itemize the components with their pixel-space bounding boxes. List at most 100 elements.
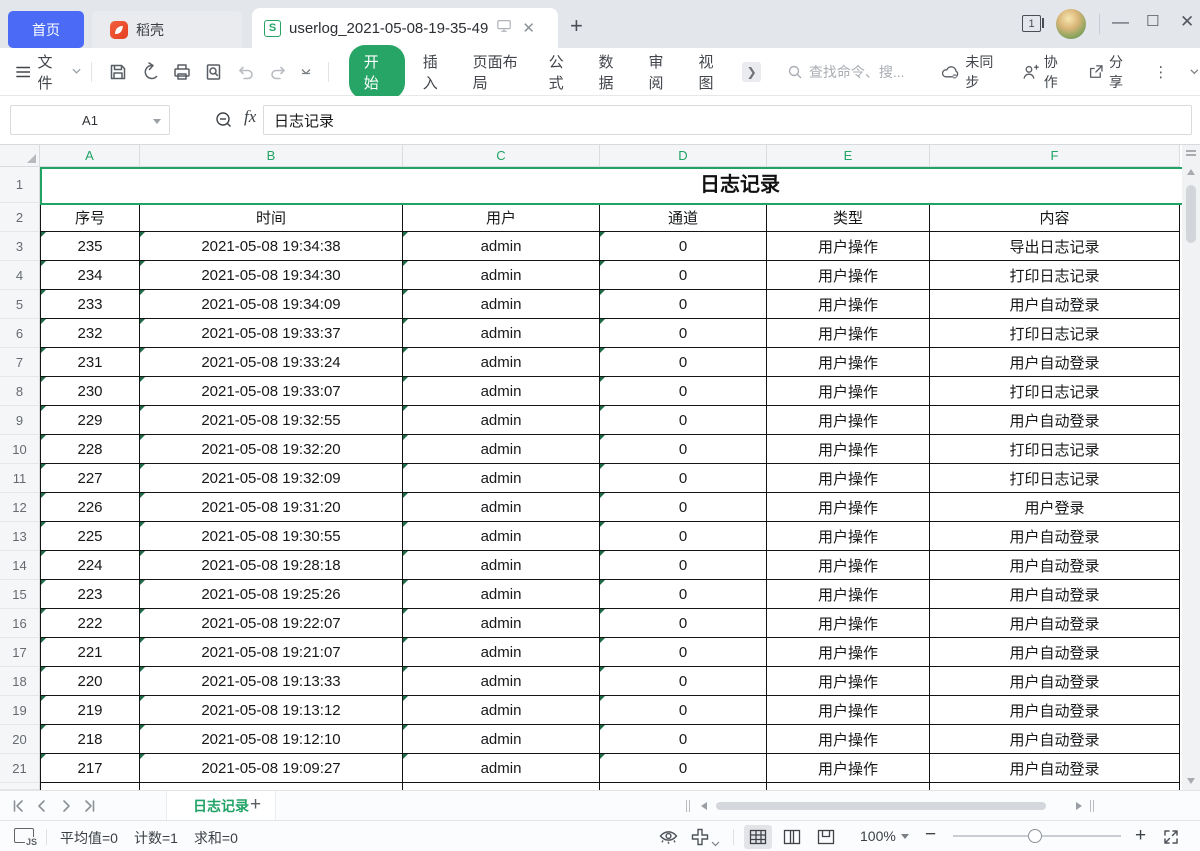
command-search[interactable]: 查找命令、搜... (787, 62, 907, 82)
new-tab-button[interactable]: + (570, 13, 583, 38)
ribbon-tab-2[interactable]: 页面布局 (472, 53, 518, 92)
table-cell[interactable]: 230 (40, 377, 140, 406)
table-cell[interactable]: 0 (600, 609, 767, 638)
table-cell[interactable]: admin (403, 435, 600, 464)
row-header-7[interactable]: 7 (0, 348, 40, 377)
ribbon-tab-5[interactable]: 审阅 (648, 53, 664, 92)
table-cell[interactable]: 用户操作 (767, 232, 930, 261)
table-cell[interactable]: 0 (600, 406, 767, 435)
document-tab[interactable]: S userlog_2021-05-08-19-35-49 ✕ (252, 8, 558, 48)
horizontal-scroll-thumb[interactable] (716, 802, 1046, 810)
table-cell[interactable]: 228 (40, 435, 140, 464)
table-cell[interactable]: 2021-05-08 19:09:27 (140, 754, 403, 783)
table-cell[interactable]: 2021-05-08 19:34:38 (140, 232, 403, 261)
table-cell[interactable]: 0 (600, 580, 767, 609)
table-cell[interactable]: 227 (40, 464, 140, 493)
table-cell[interactable]: 0 (600, 377, 767, 406)
table-cell[interactable]: admin (403, 696, 600, 725)
table-header-cell[interactable]: 时间 (140, 203, 403, 232)
table-cell[interactable]: 2021-05-08 19:33:37 (140, 319, 403, 348)
table-cell[interactable]: 用户操作 (767, 435, 930, 464)
print-button[interactable] (172, 62, 192, 82)
table-cell[interactable]: 打印日志记录 (930, 319, 1180, 348)
user-avatar[interactable] (1056, 9, 1086, 39)
table-cell[interactable]: 219 (40, 696, 140, 725)
row-header-12[interactable]: 12 (0, 493, 40, 522)
maximize-button[interactable]: ☐ (1146, 13, 1160, 30)
undo-button[interactable] (236, 62, 256, 82)
row-header-6[interactable]: 6 (0, 319, 40, 348)
home-tab[interactable]: 首页 (8, 11, 84, 48)
table-cell[interactable]: 用户自动登录 (930, 696, 1180, 725)
table-cell[interactable]: 220 (40, 667, 140, 696)
table-cell[interactable]: 用户操作 (767, 725, 930, 754)
table-cell[interactable]: 用户操作 (767, 377, 930, 406)
table-cell[interactable] (140, 783, 403, 790)
table-cell[interactable]: 0 (600, 638, 767, 667)
table-cell[interactable] (600, 783, 767, 790)
row-header-16[interactable]: 16 (0, 609, 40, 638)
table-cell[interactable]: 229 (40, 406, 140, 435)
table-cell[interactable]: 0 (600, 551, 767, 580)
table-cell[interactable]: 打印日志记录 (930, 435, 1180, 464)
table-cell[interactable]: 用户操作 (767, 551, 930, 580)
more-options-icon[interactable]: ⋮ (1153, 63, 1170, 81)
table-cell[interactable]: 2021-05-08 19:32:55 (140, 406, 403, 435)
zoom-out-formula-icon[interactable] (214, 110, 234, 135)
last-sheet-icon[interactable] (82, 798, 98, 814)
row-header-10[interactable]: 10 (0, 435, 40, 464)
add-sheet-button[interactable]: + (250, 794, 262, 815)
table-cell[interactable]: 226 (40, 493, 140, 522)
table-cell[interactable]: 用户操作 (767, 580, 930, 609)
table-header-cell[interactable]: 类型 (767, 203, 930, 232)
table-cell[interactable]: 用户自动登录 (930, 290, 1180, 319)
table-cell[interactable]: 用户自动登录 (930, 348, 1180, 377)
row-header-19[interactable]: 19 (0, 696, 40, 725)
close-window-button[interactable]: ✕ (1180, 12, 1195, 31)
table-cell[interactable]: 用户自动登录 (930, 551, 1180, 580)
select-all-corner[interactable] (0, 145, 40, 167)
row-header-9[interactable]: 9 (0, 406, 40, 435)
table-cell[interactable]: 导出日志记录 (930, 232, 1180, 261)
table-cell[interactable]: 0 (600, 522, 767, 551)
minimize-button[interactable]: — (1112, 12, 1129, 31)
normal-view-button[interactable] (744, 825, 772, 849)
table-cell[interactable]: 用户自动登录 (930, 638, 1180, 667)
merged-title-cell[interactable]: 日志记录 (700, 174, 780, 196)
window-count-badge[interactable]: 1 (1022, 15, 1044, 32)
table-cell[interactable]: 2021-05-08 19:32:09 (140, 464, 403, 493)
table-cell[interactable]: admin (403, 493, 600, 522)
table-cell[interactable]: 0 (600, 754, 767, 783)
horizontal-split-handle-right[interactable] (1090, 800, 1094, 812)
table-cell[interactable]: 234 (40, 261, 140, 290)
table-cell[interactable]: 0 (600, 348, 767, 377)
table-cell[interactable]: 用户操作 (767, 609, 930, 638)
prev-sheet-icon[interactable] (34, 798, 50, 814)
ribbon-tab-3[interactable]: 公式 (548, 53, 564, 92)
collapse-ribbon-icon[interactable] (1189, 68, 1200, 76)
page-break-view-button[interactable] (812, 825, 840, 849)
table-cell[interactable]: 224 (40, 551, 140, 580)
table-cell[interactable]: 217 (40, 754, 140, 783)
table-cell[interactable]: admin (403, 551, 600, 580)
table-cell[interactable] (767, 783, 930, 790)
table-cell[interactable]: 2021-05-08 19:30:55 (140, 522, 403, 551)
table-cell[interactable]: 用户自动登录 (930, 406, 1180, 435)
table-header-cell[interactable]: 通道 (600, 203, 767, 232)
zoom-level[interactable]: 100% (860, 828, 896, 844)
column-header-F[interactable]: F (930, 145, 1180, 167)
quick-access-more-icon[interactable] (300, 68, 312, 76)
table-cell[interactable]: 0 (600, 696, 767, 725)
table-header-cell[interactable]: 内容 (930, 203, 1180, 232)
scroll-left-icon[interactable] (701, 802, 707, 810)
insert-function-icon[interactable]: fx (244, 107, 257, 126)
zoom-dropdown-icon[interactable] (901, 834, 909, 839)
table-cell[interactable]: admin (403, 232, 600, 261)
table-cell[interactable]: 2021-05-08 19:32:20 (140, 435, 403, 464)
file-menu[interactable]: 文件 (16, 51, 81, 93)
table-cell[interactable]: 2021-05-08 19:13:33 (140, 667, 403, 696)
table-cell[interactable]: 打印日志记录 (930, 464, 1180, 493)
table-cell[interactable]: 用户操作 (767, 319, 930, 348)
row-header-15[interactable]: 15 (0, 580, 40, 609)
table-cell[interactable]: 223 (40, 580, 140, 609)
